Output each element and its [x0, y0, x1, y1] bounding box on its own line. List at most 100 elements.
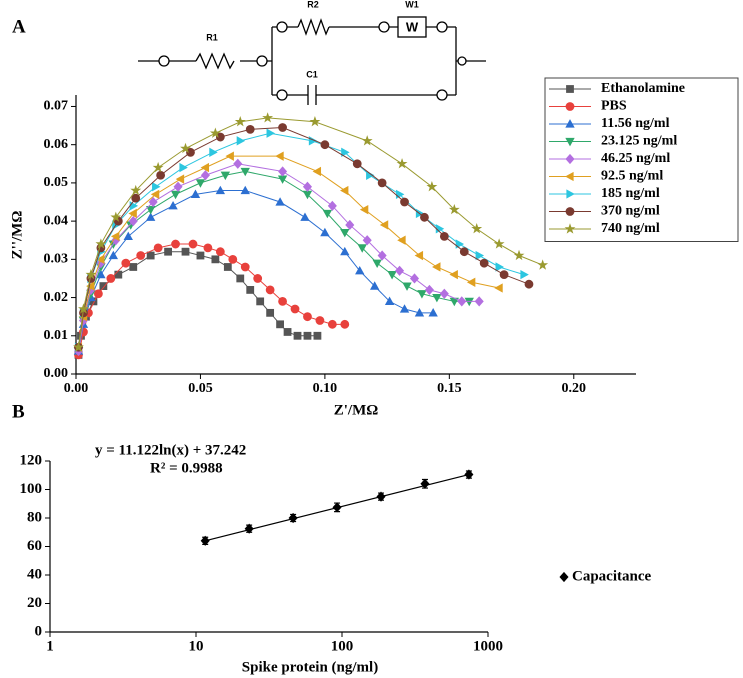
marker: [420, 478, 430, 489]
marker: [409, 273, 420, 284]
marker: [479, 258, 489, 268]
marker: [211, 255, 220, 264]
marker: [340, 246, 350, 256]
marker: [146, 251, 155, 260]
x-tick-label: 0.15: [437, 381, 462, 396]
x-tick-label: 0.10: [313, 381, 338, 396]
marker: [345, 219, 355, 231]
series-line: [77, 163, 480, 352]
circuit-label: W: [406, 19, 419, 34]
marker: [108, 250, 119, 260]
marker: [340, 319, 350, 329]
marker: [513, 249, 525, 261]
legend-label: Capacitance: [572, 568, 651, 584]
marker: [131, 193, 141, 203]
circuit-label: W1: [405, 0, 419, 9]
marker: [220, 171, 231, 181]
node: [256, 55, 268, 67]
marker: [300, 212, 310, 221]
marker: [565, 137, 575, 147]
marker: [395, 265, 405, 276]
marker: [352, 159, 362, 169]
marker: [312, 166, 322, 177]
node: [158, 55, 170, 67]
marker: [200, 170, 210, 181]
marker: [565, 102, 575, 111]
marker: [209, 127, 221, 138]
node: [276, 21, 288, 33]
marker: [196, 251, 205, 260]
marker: [129, 263, 138, 271]
y-tick-label: 60: [27, 538, 42, 554]
marker: [215, 247, 225, 257]
marker: [475, 250, 485, 261]
marker: [203, 243, 213, 253]
marker: [110, 231, 120, 242]
marker: [439, 288, 449, 299]
resistor: [195, 52, 235, 70]
marker: [448, 203, 460, 215]
y-tick-label: 100: [20, 481, 43, 497]
y-tick-label: 0.05: [44, 175, 69, 190]
marker: [399, 304, 410, 313]
marker: [228, 254, 238, 264]
marker: [559, 571, 569, 583]
marker: [564, 223, 576, 234]
marker: [170, 190, 181, 200]
panel-label: B: [12, 401, 25, 422]
marker: [186, 147, 195, 157]
marker: [424, 284, 434, 296]
x-tick-label: 0.20: [562, 381, 587, 396]
marker: [150, 189, 160, 200]
marker: [315, 316, 325, 325]
y-tick-label: 0.07: [44, 99, 69, 114]
marker: [339, 185, 349, 196]
marker: [86, 281, 95, 291]
marker: [340, 228, 350, 238]
marker: [246, 286, 255, 294]
marker: [110, 211, 122, 222]
marker: [459, 247, 469, 257]
y-tick-label: 40: [27, 566, 42, 582]
marker: [376, 491, 386, 502]
marker: [278, 166, 288, 177]
marker: [332, 502, 342, 513]
marker: [209, 147, 218, 158]
y-tick-label: 120: [20, 452, 43, 468]
marker: [175, 174, 185, 184]
node: [276, 89, 288, 101]
marker: [277, 175, 288, 184]
marker: [303, 331, 312, 340]
marker: [128, 208, 137, 219]
marker: [377, 250, 387, 261]
x-tick-label: 1: [46, 638, 54, 654]
marker: [402, 282, 412, 291]
marker: [148, 196, 158, 208]
y-axis-label: Z''/MΩ: [9, 211, 25, 260]
marker: [180, 142, 191, 154]
annotation: y = 11.122ln(x) + 37.242: [95, 442, 246, 458]
marker: [253, 274, 263, 283]
marker: [322, 209, 333, 219]
marker: [362, 235, 372, 246]
terminal: [457, 56, 467, 66]
marker: [400, 197, 409, 207]
marker: [94, 289, 103, 299]
marker: [152, 161, 164, 173]
marker: [78, 303, 89, 314]
marker: [276, 320, 284, 329]
circuit-diagram: R1 R2 W1 W C1: [138, 0, 486, 105]
marker: [173, 181, 183, 192]
x-axis-label: Z'/MΩ: [334, 402, 379, 418]
legend-label: 740 ng/ml: [601, 221, 660, 236]
marker: [236, 136, 246, 146]
x-axis-label: Spike protein (ng/ml): [242, 659, 378, 675]
annotation: R² = 0.9988: [150, 460, 223, 476]
marker: [181, 247, 190, 256]
marker: [266, 308, 275, 317]
marker: [464, 469, 474, 480]
marker: [275, 151, 284, 161]
marker: [95, 238, 107, 249]
marker: [457, 296, 467, 307]
marker: [233, 158, 243, 169]
